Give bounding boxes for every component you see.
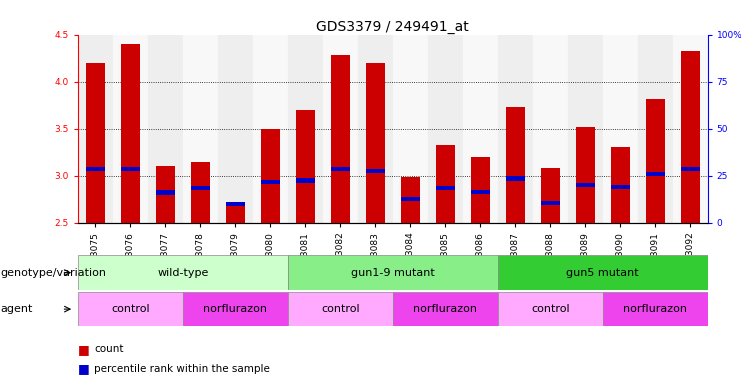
Bar [78,35,113,223]
Bar [330,55,350,223]
Bar [86,167,105,171]
Bar [296,110,315,223]
Text: agent: agent [1,304,33,314]
Text: control: control [321,304,359,314]
Bar [218,35,253,223]
Bar [86,63,105,223]
Bar [401,177,420,223]
Text: norflurazon: norflurazon [413,304,477,314]
Bar [471,190,490,194]
Bar [602,35,638,223]
Bar [288,35,323,223]
Text: ■: ■ [78,343,90,356]
Bar [393,292,498,326]
Bar [505,107,525,223]
Bar [147,35,183,223]
Bar [156,166,175,223]
Bar [288,292,393,326]
Bar [358,35,393,223]
Bar [428,35,462,223]
Bar [401,197,420,201]
Bar [568,35,602,223]
Bar [673,35,708,223]
Bar [261,129,280,223]
Bar [253,35,288,223]
Bar [183,292,288,326]
Bar [78,255,288,290]
Bar [365,169,385,173]
Bar [462,35,498,223]
Bar [498,292,602,326]
Bar [323,35,358,223]
Bar [261,180,280,184]
Bar [680,167,700,171]
Bar [183,35,218,223]
Bar [611,147,630,223]
Bar [541,168,559,223]
Bar [296,178,315,182]
Bar [680,51,700,223]
Text: wild-type: wild-type [157,268,208,278]
Text: ■: ■ [78,362,90,375]
Bar [156,190,175,195]
Bar [645,172,665,176]
Text: control: control [531,304,570,314]
Text: genotype/variation: genotype/variation [1,268,107,278]
Bar [541,201,559,205]
Text: gun1-9 mutant: gun1-9 mutant [350,268,435,278]
Text: count: count [94,344,124,354]
Bar [226,204,245,223]
Bar [78,292,183,326]
Text: control: control [111,304,150,314]
Bar [533,35,568,223]
Bar [498,35,533,223]
Bar [436,145,455,223]
Bar [288,255,498,290]
Bar [576,127,595,223]
Bar [226,202,245,206]
Bar [365,63,385,223]
Bar [645,99,665,223]
Bar [638,35,673,223]
Text: norflurazon: norflurazon [203,304,268,314]
Bar [330,167,350,171]
Bar [393,35,428,223]
Bar [190,186,210,190]
Bar [602,292,708,326]
Text: norflurazon: norflurazon [623,304,687,314]
Bar [498,255,708,290]
Bar [471,157,490,223]
Title: GDS3379 / 249491_at: GDS3379 / 249491_at [316,20,469,33]
Bar [190,162,210,223]
Text: percentile rank within the sample: percentile rank within the sample [94,364,270,374]
Bar [505,176,525,180]
Bar [113,35,147,223]
Text: gun5 mutant: gun5 mutant [566,268,639,278]
Bar [611,185,630,189]
Bar [121,167,140,171]
Bar [436,186,455,190]
Bar [121,44,140,223]
Bar [576,183,595,187]
